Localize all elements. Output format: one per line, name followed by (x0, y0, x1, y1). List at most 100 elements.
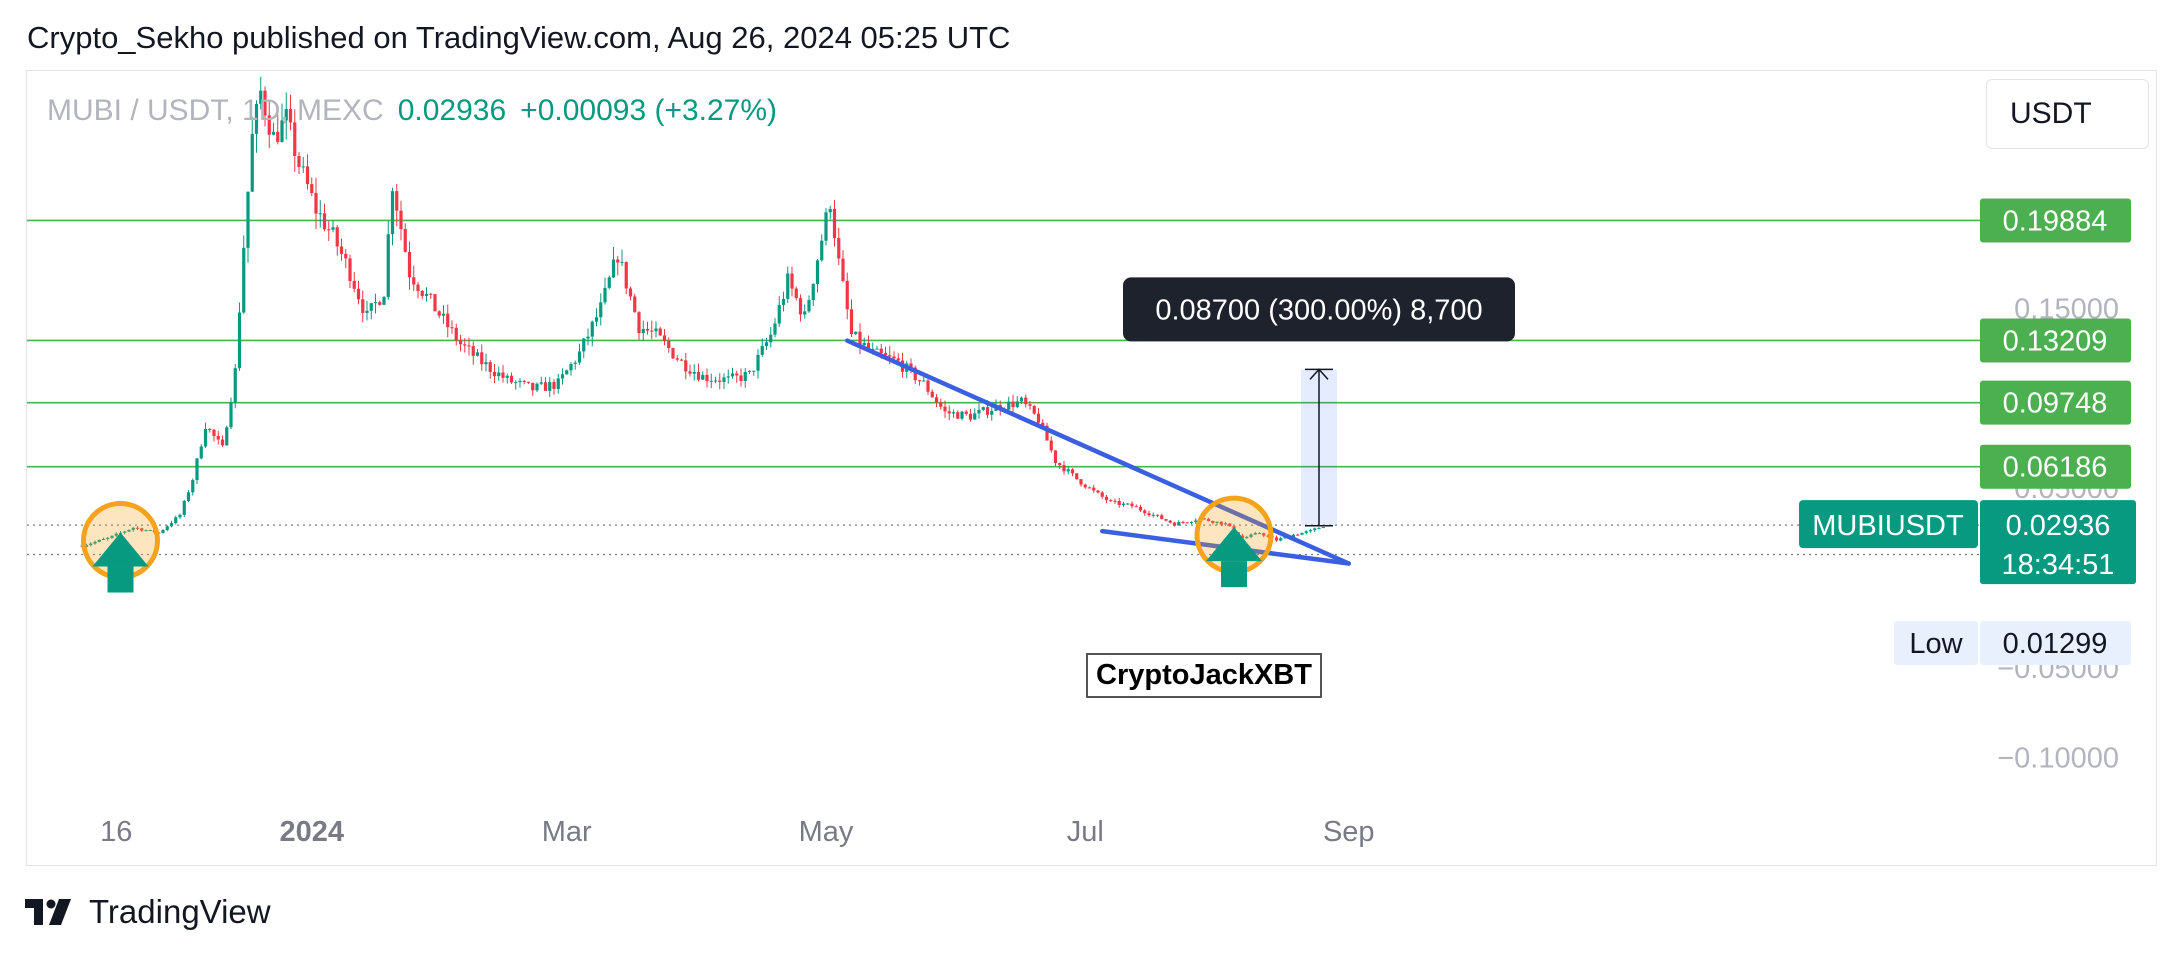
footer-brand[interactable]: TradingView (25, 893, 271, 931)
candle[interactable] (297, 151, 301, 175)
candle[interactable] (484, 353, 488, 372)
candle[interactable] (420, 290, 424, 300)
candle[interactable] (1083, 483, 1087, 489)
candle[interactable] (752, 370, 756, 376)
candle[interactable] (1092, 484, 1096, 493)
candle[interactable] (356, 280, 361, 305)
candle[interactable] (1177, 520, 1181, 526)
candle[interactable] (620, 249, 624, 267)
candle[interactable] (280, 103, 284, 143)
candle[interactable] (216, 430, 220, 445)
candle[interactable] (378, 300, 382, 306)
candle[interactable] (1058, 462, 1062, 470)
candle[interactable] (1262, 532, 1266, 538)
candle[interactable] (305, 154, 310, 190)
candle[interactable] (633, 293, 637, 313)
candle[interactable] (973, 408, 977, 420)
candle[interactable] (1172, 521, 1177, 527)
candle[interactable] (135, 526, 140, 531)
candle[interactable] (854, 331, 858, 336)
candle[interactable] (650, 320, 654, 340)
candle[interactable] (964, 410, 968, 416)
candle[interactable] (709, 373, 713, 388)
candle[interactable] (1087, 486, 1092, 489)
candle[interactable] (1202, 517, 1206, 520)
candle[interactable] (1143, 508, 1147, 516)
candle[interactable] (692, 364, 696, 381)
candle[interactable] (386, 220, 390, 300)
candle[interactable] (314, 177, 318, 229)
candle[interactable] (696, 363, 701, 382)
candle[interactable] (186, 490, 191, 503)
candle[interactable] (535, 382, 539, 393)
candle[interactable] (237, 302, 242, 371)
candle[interactable] (322, 203, 327, 232)
candle[interactable] (454, 323, 458, 346)
candle[interactable] (781, 291, 786, 312)
candle[interactable] (930, 389, 934, 398)
candle[interactable] (208, 428, 212, 433)
candle[interactable] (395, 183, 399, 227)
candle[interactable] (526, 381, 531, 384)
candle[interactable] (1155, 514, 1160, 518)
candle[interactable] (327, 221, 331, 241)
candle[interactable] (956, 410, 960, 419)
candle[interactable] (951, 409, 956, 418)
candle[interactable] (790, 266, 794, 297)
candle[interactable] (560, 368, 565, 385)
candle[interactable] (849, 299, 854, 338)
candle[interactable] (437, 310, 441, 319)
candle[interactable] (501, 365, 505, 383)
candle[interactable] (463, 338, 467, 353)
candle[interactable] (594, 308, 599, 327)
candle[interactable] (471, 341, 475, 365)
candle[interactable] (488, 360, 492, 379)
candle[interactable] (169, 520, 174, 528)
candle[interactable] (628, 286, 633, 301)
candle[interactable] (242, 235, 246, 315)
candle[interactable] (735, 370, 739, 383)
candle[interactable] (263, 86, 267, 127)
candle[interactable] (1189, 521, 1194, 525)
candle[interactable] (1036, 408, 1041, 425)
price-chart[interactable]: 0.08700 (300.00%) 8,700 16 2024 Mar May Jul S… (27, 71, 2158, 867)
candle[interactable] (174, 515, 178, 525)
candle[interactable] (803, 304, 807, 319)
candle[interactable] (1117, 498, 1121, 508)
candle[interactable] (131, 527, 135, 532)
candle[interactable] (424, 287, 429, 302)
candle[interactable] (1274, 535, 1279, 542)
candle[interactable] (837, 227, 841, 266)
candle[interactable] (403, 223, 407, 253)
candle[interactable] (276, 114, 280, 145)
candle[interactable] (1206, 517, 1211, 522)
chart-area[interactable]: 0.08700 (300.00%) 8,700 16 2024 Mar May Jul S… (26, 70, 2157, 866)
candle[interactable] (917, 379, 922, 386)
candle[interactable] (1024, 394, 1028, 408)
candle[interactable] (773, 318, 777, 338)
candle[interactable] (718, 373, 722, 390)
candle[interactable] (233, 363, 237, 409)
candle[interactable] (335, 224, 339, 256)
candle[interactable] (1317, 527, 1321, 529)
candle[interactable] (497, 366, 501, 381)
candle[interactable] (140, 527, 144, 532)
candle[interactable] (1032, 405, 1036, 415)
candle[interactable] (1308, 528, 1313, 533)
candle[interactable] (1049, 436, 1053, 453)
candle[interactable] (1121, 501, 1126, 507)
candle[interactable] (399, 200, 403, 241)
candle[interactable] (747, 370, 752, 374)
candle[interactable] (662, 329, 667, 346)
candle[interactable] (590, 320, 594, 347)
candle[interactable] (565, 369, 569, 375)
candle[interactable] (225, 425, 229, 446)
candle[interactable] (679, 358, 684, 361)
candle[interactable] (832, 200, 837, 247)
candle[interactable] (212, 428, 216, 442)
candle[interactable] (756, 349, 760, 379)
candle[interactable] (114, 532, 118, 537)
candle[interactable] (599, 293, 603, 326)
candle[interactable] (577, 343, 582, 365)
candle[interactable] (148, 529, 152, 532)
